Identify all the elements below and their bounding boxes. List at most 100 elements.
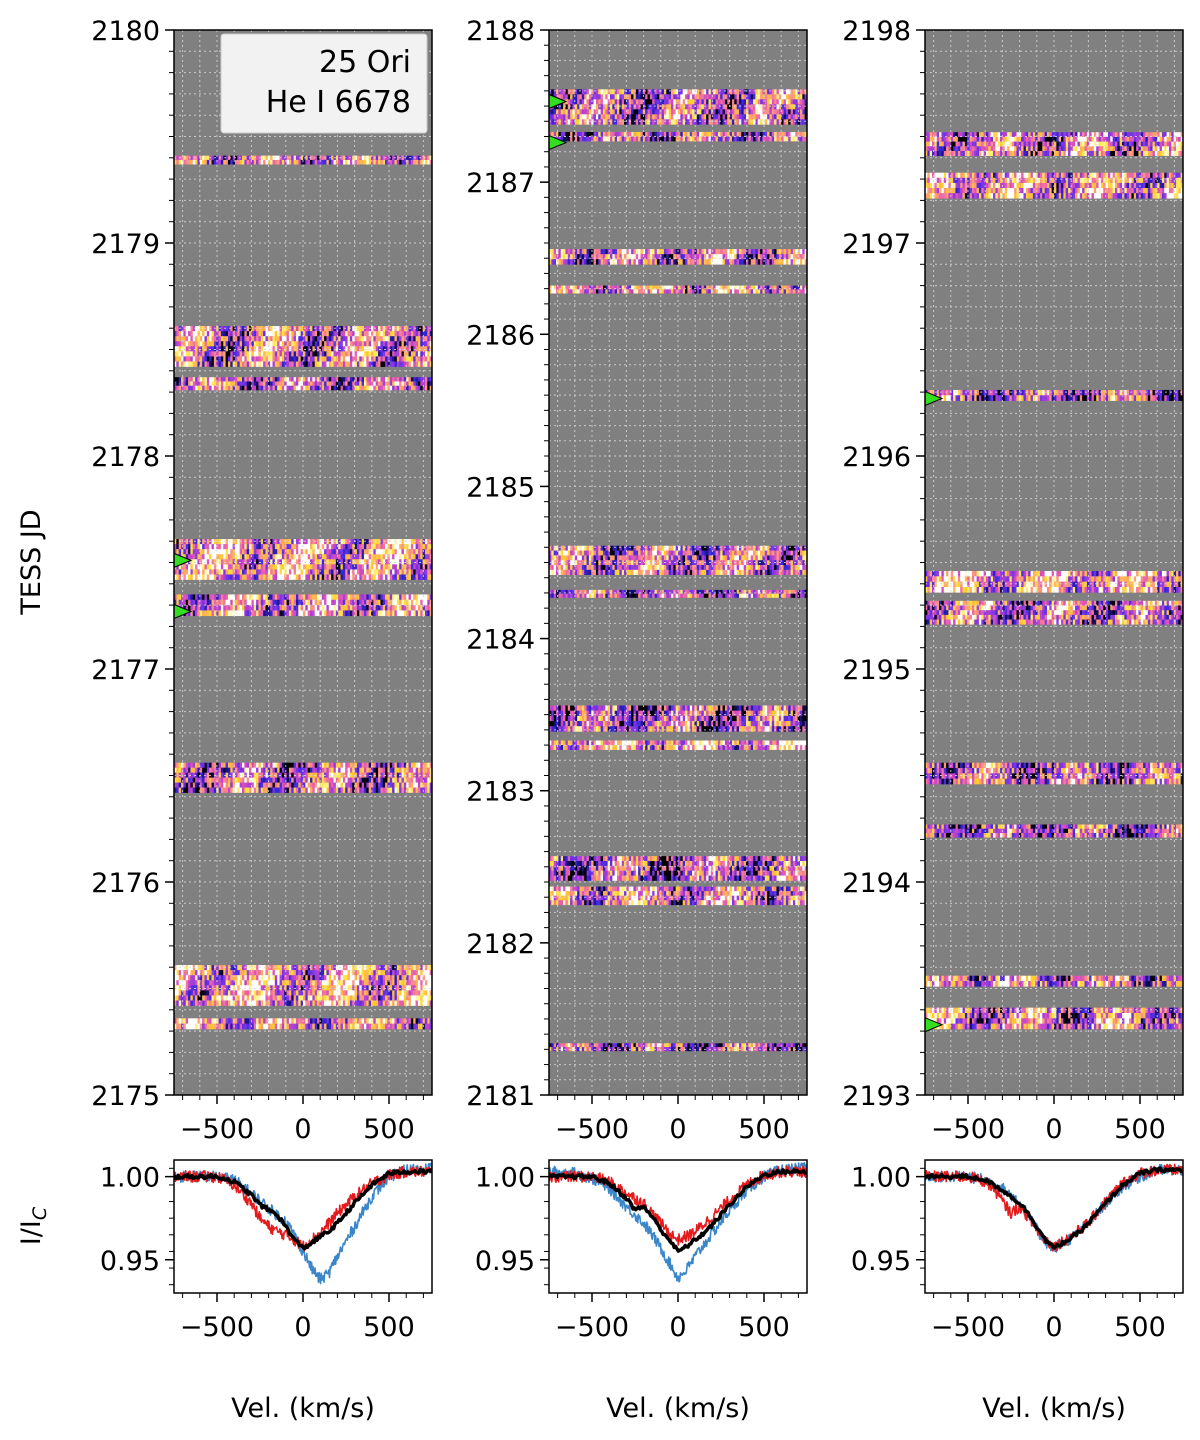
heatmap-cell <box>239 377 243 382</box>
heatmap-cell <box>389 544 393 550</box>
heatmap-cell <box>347 782 351 788</box>
heatmap-cell <box>317 990 320 996</box>
heatmap-cell <box>333 351 337 357</box>
heatmap-cell <box>399 554 402 560</box>
heatmap-cell <box>237 605 241 611</box>
heatmap-cell <box>347 610 351 617</box>
heatmap-cell <box>420 777 424 783</box>
heatmap-cell <box>328 356 332 362</box>
heatmap-cell <box>408 331 412 337</box>
heatmap-cell <box>230 594 234 601</box>
heatmap-cell <box>213 564 217 570</box>
heatmap-cell <box>422 351 426 357</box>
heatmap-cell <box>293 381 297 387</box>
heatmap-cell <box>375 980 379 986</box>
heatmap-cell <box>183 346 187 352</box>
heatmap-cell <box>244 159 248 165</box>
heatmap-cell <box>410 594 414 601</box>
heatmap-cell <box>338 605 341 611</box>
heatmap-cell <box>227 381 231 387</box>
heatmap-cell <box>396 356 400 362</box>
heatmap-cell <box>298 336 302 342</box>
heatmap-cell <box>192 544 196 550</box>
heatmap-cell <box>572 1047 576 1052</box>
heatmap-cell <box>352 787 355 793</box>
heatmap-cell <box>274 377 278 382</box>
heatmap-cell <box>410 155 414 161</box>
heatmap-cell <box>652 1043 655 1048</box>
heatmap-cell <box>174 544 177 550</box>
heatmap-cell <box>736 886 740 892</box>
heatmap-cell <box>293 990 297 996</box>
heatmap-cell <box>204 970 208 976</box>
heatmap-cell <box>410 965 414 971</box>
heatmap-cell <box>713 886 716 892</box>
heatmap-cell <box>317 361 320 367</box>
heatmap-cell <box>717 886 721 892</box>
heatmap-cell <box>246 762 250 768</box>
heatmap-cell <box>213 782 217 788</box>
heatmap-cell <box>195 574 198 580</box>
heatmap-cell <box>319 385 323 391</box>
heatmap-cell <box>326 326 330 332</box>
heatmap-cell <box>399 377 402 382</box>
heatmap-cell <box>277 762 280 768</box>
heatmap-cell <box>352 564 355 570</box>
heatmap-cell <box>284 1000 287 1006</box>
heatmap-cell <box>272 326 276 332</box>
heatmap-cell <box>424 544 428 550</box>
heatmap-cell <box>715 1047 719 1052</box>
heatmap-cell <box>352 544 355 550</box>
heatmap-cell <box>352 1018 355 1024</box>
heatmap-cell <box>251 544 255 550</box>
heatmap-cell <box>277 356 280 362</box>
heatmap-cell <box>338 787 341 793</box>
heatmap-cell <box>242 385 245 391</box>
heatmap-cell <box>199 574 203 580</box>
heatmap-cell <box>288 574 292 580</box>
heatmap-cell <box>239 341 243 347</box>
heatmap-cell <box>375 559 379 565</box>
heatmap-cell <box>338 381 341 387</box>
heatmap-cell <box>253 326 257 332</box>
heatmap-cell <box>549 886 552 892</box>
heatmap-cell <box>338 331 341 337</box>
heatmap-cell <box>403 377 407 382</box>
heatmap-cell <box>249 762 252 768</box>
heatmap-cell <box>256 599 259 606</box>
heatmap-cell <box>206 594 210 601</box>
heatmap-cell <box>352 346 355 352</box>
heatmap-cell <box>272 1023 276 1030</box>
heatmap-cell <box>288 605 292 611</box>
heatmap-cell <box>366 980 370 986</box>
heatmap-cell <box>185 356 189 362</box>
heatmap-cell <box>408 762 412 768</box>
heatmap-cell <box>256 767 259 773</box>
heatmap-cell <box>413 970 416 976</box>
heatmap-cell <box>375 594 379 601</box>
heatmap-cell <box>253 346 257 352</box>
heatmap-cell <box>378 1023 381 1030</box>
heatmap-cell <box>293 341 297 347</box>
heatmap-cell <box>195 559 198 565</box>
heatmap-cell <box>640 1043 644 1048</box>
heatmap-cell <box>363 1000 367 1006</box>
heatmap-cell <box>213 1000 217 1006</box>
heatmap-cell <box>406 544 409 550</box>
heatmap-cell <box>237 326 241 332</box>
heatmap-cell <box>373 549 377 555</box>
heatmap-cell <box>253 341 257 347</box>
heatmap-cell <box>218 787 222 793</box>
heatmap-cell <box>190 782 194 788</box>
heatmap-cell <box>246 336 250 342</box>
heatmap-cell <box>331 965 334 971</box>
heatmap-cell <box>209 970 212 976</box>
heatmap-cell <box>324 377 327 382</box>
heatmap-cell <box>738 886 742 892</box>
heatmap-cell <box>230 385 234 391</box>
heatmap-cell <box>403 975 407 981</box>
heatmap-cell <box>272 995 276 1001</box>
heatmap-cell <box>342 336 346 342</box>
heatmap-cell <box>354 975 358 981</box>
heatmap-cell <box>366 346 370 352</box>
